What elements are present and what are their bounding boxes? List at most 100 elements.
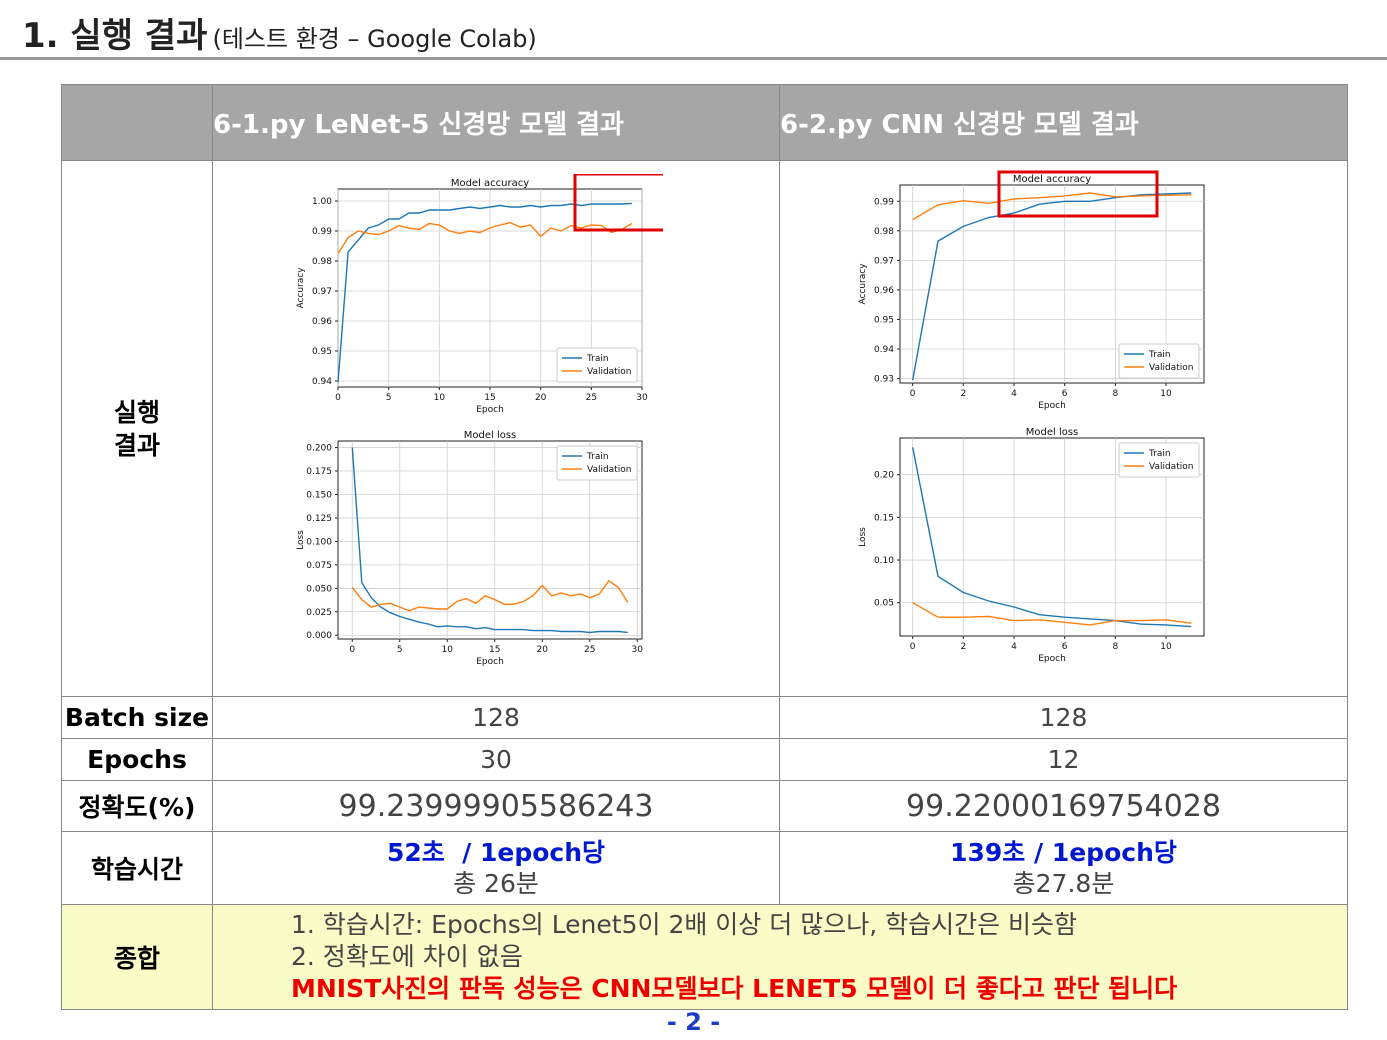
y-tick-label: 0.95: [312, 347, 332, 357]
legend-label: Train: [1148, 449, 1171, 459]
title-env: (테스트 환경 – Google Colab): [212, 25, 537, 53]
x-tick-label: 5: [386, 393, 392, 403]
x-tick-label: 6: [1062, 389, 1068, 399]
lenet-epochs: 30: [212, 738, 780, 781]
y-tick-label: 0.97: [312, 287, 332, 297]
y-tick-label: 0.93: [874, 375, 894, 385]
time-label: 학습시간: [61, 831, 213, 905]
x-tick-label: 0: [335, 393, 341, 403]
y-axis-label: Loss: [296, 530, 306, 550]
x-tick-label: 2: [960, 642, 966, 652]
series-line-validation: [912, 602, 1192, 626]
batch-row: Batch size 128 128: [61, 696, 1348, 739]
x-tick-label: 0: [910, 389, 916, 399]
lenet-time-total: 총 26분: [453, 869, 539, 898]
y-tick-label: 0.20: [874, 471, 894, 481]
y-tick-label: 0.15: [874, 513, 894, 523]
y-tick-label: 0.99: [312, 227, 332, 237]
y-tick-label: 0.200: [306, 444, 332, 454]
summary-line2: 2. 정확도에 차이 없음: [291, 942, 523, 971]
y-tick-label: 0.125: [306, 514, 332, 524]
y-axis-label: Accuracy: [858, 263, 868, 305]
x-tick-label: 25: [584, 645, 595, 655]
summary-line1: 1. 학습시간: Epochs의 Lenet5이 2배 이상 더 많으나, 학습…: [291, 910, 1078, 939]
legend-label: Validation: [587, 367, 631, 377]
cnn-batch: 128: [779, 696, 1348, 739]
series-line-train: [337, 202, 632, 383]
cnn-accuracy: 99.22000169754028: [779, 780, 1348, 832]
epochs-row: Epochs 30 12: [61, 738, 1348, 781]
cnn-loss-chart: Model loss 0 2 4 6 8 10 0.05 0.10 0.15 0.20 Epoch Lo…: [858, 427, 1205, 664]
series-line-validation: [337, 221, 633, 254]
y-tick-label: 0.025: [306, 608, 332, 618]
chart-title: Model accuracy: [451, 178, 529, 189]
legend-label: Validation: [587, 465, 631, 475]
x-tick-label: 0: [349, 645, 355, 655]
title-main: 1. 실행 결과: [22, 16, 208, 56]
series-line-validation: [912, 192, 1192, 221]
y-tick-label: 0.075: [306, 561, 332, 571]
title-divider: [0, 57, 1387, 60]
summary-row: 종합 1. 학습시간: Epochs의 Lenet5이 2배 이상 더 많으나,…: [61, 904, 1348, 1010]
x-tick-label: 8: [1112, 642, 1118, 652]
x-tick-label: 10: [1160, 642, 1172, 652]
x-tick-label: 4: [1011, 389, 1017, 399]
series-line-validation: [351, 579, 629, 612]
chart-title: Model loss: [464, 430, 517, 441]
legend-label: Train: [586, 452, 609, 462]
y-tick-label: 0.100: [306, 537, 332, 547]
cnn-accuracy-chart: Model accuracy 0 2 4 6 8 10 0.93 0.94 0.95 0.96 0.9…: [858, 170, 1205, 411]
x-tick-label: 30: [632, 645, 644, 655]
lenet-batch: 128: [212, 696, 780, 739]
lenet-time: 52초 / 1epoch당 총 26분: [212, 831, 780, 905]
x-tick-label: 10: [442, 645, 454, 655]
y-tick-label: 1.00: [312, 197, 332, 207]
lenet-plots: Model accuracy 0 5 10 15 20 25 30 0.94 0.95 0.96 0.…: [212, 160, 780, 697]
y-tick-label: 0.050: [306, 584, 332, 594]
x-tick-label: 0: [910, 642, 916, 652]
y-tick-label: 0.98: [312, 257, 332, 267]
legend: [1118, 343, 1200, 379]
x-tick-label: 10: [434, 393, 446, 403]
accuracy-label: 정확도(%): [61, 780, 213, 832]
legend: [556, 445, 638, 481]
legend-label: Validation: [1149, 363, 1193, 373]
legend-label: Validation: [1149, 462, 1193, 472]
chart-title: Model loss: [1026, 427, 1079, 438]
cnn-time-per-epoch: 139초 / 1epoch당: [950, 838, 1177, 867]
header-row: 6-1.py LeNet-5 신경망 모델 결과 6-2.py CNN 신경망 …: [61, 84, 1348, 161]
summary-label: 종합: [61, 904, 213, 1010]
accuracy-row: 정확도(%) 99.23999905586243 99.220001697540…: [61, 780, 1348, 832]
x-tick-label: 4: [1011, 642, 1017, 652]
y-tick-label: 0.175: [306, 467, 332, 477]
series-line-train: [912, 447, 1192, 628]
y-tick-label: 0.95: [874, 315, 894, 325]
summary-conclusion: MNIST사진의 판독 성능은 CNN모델보다 LENET5 모델이 더 좋다고…: [291, 974, 1178, 1003]
series-line-train: [351, 447, 628, 634]
y-tick-label: 0.97: [874, 256, 894, 266]
legend: [1118, 442, 1200, 478]
y-tick-label: 0.150: [306, 490, 332, 500]
header-corner: [61, 84, 213, 161]
x-tick-label: 10: [1160, 389, 1172, 399]
x-tick-label: 20: [535, 393, 547, 403]
x-axis-label: Epoch: [476, 405, 504, 415]
page-number: - 2 -: [666, 1008, 721, 1036]
y-tick-label: 0.96: [312, 317, 332, 327]
y-tick-label: 0.10: [874, 556, 894, 566]
x-tick-label: 15: [489, 645, 500, 655]
result-label-line2: 결과: [113, 430, 160, 460]
x-tick-label: 8: [1112, 389, 1118, 399]
y-tick-label: 0.000: [306, 631, 332, 641]
x-tick-label: 20: [537, 645, 549, 655]
highlight-box: [573, 174, 663, 232]
time-row: 학습시간 52초 / 1epoch당 총 26분 139초 / 1epoch당 …: [61, 831, 1348, 905]
x-tick-label: 25: [586, 393, 597, 403]
lenet-time-per-epoch: 52초 / 1epoch당: [386, 838, 606, 867]
result-row: 실행 결과 Model accuracy 0 5 10 15 20 25 30 0.94 0.95…: [61, 160, 1348, 697]
comparison-table: 6-1.py LeNet-5 신경망 모델 결과 6-2.py CNN 신경망 …: [61, 84, 1348, 1010]
legend-label: Train: [586, 354, 609, 364]
summary-cell: 1. 학습시간: Epochs의 Lenet5이 2배 이상 더 많으나, 학습…: [212, 904, 1348, 1010]
y-tick-label: 0.96: [874, 286, 894, 296]
highlight-box: [997, 170, 1159, 218]
